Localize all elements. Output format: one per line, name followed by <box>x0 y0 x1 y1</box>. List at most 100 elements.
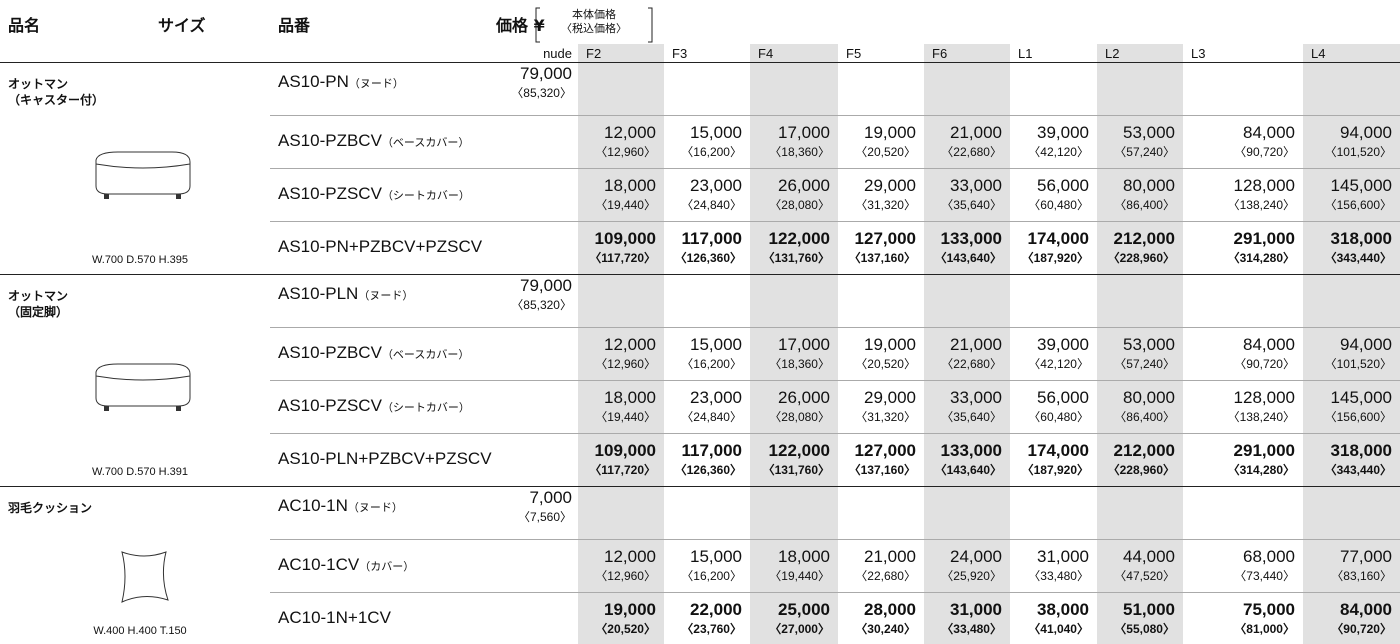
price: 22,000 <box>690 600 742 619</box>
price: 145,000 <box>1330 176 1392 195</box>
price: 84,000 <box>1243 123 1295 142</box>
price: 15,000 <box>690 547 742 566</box>
tax-price: 〈16,200〉 <box>681 569 742 583</box>
price: 79,000 <box>520 64 572 83</box>
code-text: AS10-PN+PZBCV+PZSCV <box>278 237 483 256</box>
price: 28,000 <box>864 600 916 619</box>
price: 18,000 <box>604 176 656 195</box>
tax-price: 〈41,040〉 <box>1028 622 1089 636</box>
price-note: 本体価格 〈税込価格〉 <box>540 8 648 36</box>
code-suffix: （ヌード） <box>347 502 403 514</box>
price: 109,000 <box>594 229 656 248</box>
grey-column <box>1303 44 1400 644</box>
price: 39,000 <box>1037 335 1089 354</box>
tax-price: 〈23,760〉 <box>681 622 742 636</box>
price: 15,000 <box>690 335 742 354</box>
price: 53,000 <box>1123 123 1175 142</box>
group-name-line: オットマン <box>8 77 69 91</box>
price: 291,000 <box>1233 441 1295 460</box>
product-code: AS10-PLN（ヌード） <box>278 284 413 304</box>
column-label: F4 <box>758 46 774 61</box>
tax-price: 〈20,520〉 <box>855 357 916 371</box>
tax-price: 〈35,640〉 <box>941 410 1002 424</box>
row-rule <box>270 327 1400 328</box>
price: 80,000 <box>1123 176 1175 195</box>
code-suffix: （ヌード） <box>348 78 404 90</box>
tax-price: 〈19,440〉 <box>595 410 656 424</box>
tax-price: 〈73,440〉 <box>1234 569 1295 583</box>
tax-price: 〈143,640〉 <box>934 463 1002 477</box>
group-name-line: オットマン <box>8 289 69 303</box>
tax-price: 〈16,200〉 <box>681 357 742 371</box>
tax-price: 〈12,960〉 <box>595 357 656 371</box>
tax-price: 〈60,480〉 <box>1028 410 1089 424</box>
price: 18,000 <box>604 388 656 407</box>
tax-price: 〈12,960〉 <box>595 569 656 583</box>
price: 23,000 <box>690 176 742 195</box>
code-suffix: （ヌード） <box>358 290 414 302</box>
price: 128,000 <box>1233 388 1295 407</box>
tax-price: 〈138,240〉 <box>1227 198 1295 212</box>
code-text: AS10-PZSCV <box>278 396 382 415</box>
price: 25,000 <box>778 600 830 619</box>
column-label: L4 <box>1311 46 1326 61</box>
row-rule <box>270 433 1400 434</box>
group-rule <box>0 274 1400 275</box>
price: 26,000 <box>778 388 830 407</box>
tax-price: 〈126,360〉 <box>674 251 742 265</box>
price: 19,000 <box>864 123 916 142</box>
price: 117,000 <box>681 229 742 248</box>
product-code: AS10-PLN+PZBCV+PZSCV <box>278 449 492 469</box>
tax-price: 〈7,560〉 <box>517 510 572 524</box>
tax-price: 〈27,000〉 <box>769 622 830 636</box>
code-suffix: （シートカバー） <box>381 402 470 414</box>
price: 15,000 <box>690 123 742 142</box>
column-label: F3 <box>672 46 688 61</box>
code-text: AS10-PN <box>278 72 349 91</box>
price: 109,000 <box>594 441 656 460</box>
tax-price: 〈33,480〉 <box>1028 569 1089 583</box>
tax-price: 〈90,720〉 <box>1234 145 1295 159</box>
tax-price: 〈30,240〉 <box>855 622 916 636</box>
tax-price: 〈138,240〉 <box>1227 410 1295 424</box>
tax-price: 〈131,760〉 <box>762 463 830 477</box>
price-note-line: 本体価格 <box>572 8 616 21</box>
price: 17,000 <box>778 123 830 142</box>
price: 133,000 <box>940 229 1002 248</box>
tax-price: 〈187,920〉 <box>1021 463 1089 477</box>
price: 291,000 <box>1233 229 1295 248</box>
price: 29,000 <box>864 176 916 195</box>
product-code: AC10-1N+1CV <box>278 608 391 628</box>
product-code: AC10-1CV（カバー） <box>278 555 414 575</box>
tax-price: 〈86,400〉 <box>1114 410 1175 424</box>
group-name-line: （キャスター付） <box>8 93 105 107</box>
price: 80,000 <box>1123 388 1175 407</box>
tax-price: 〈42,120〉 <box>1028 145 1089 159</box>
price: 17,000 <box>778 335 830 354</box>
grey-column <box>578 44 664 644</box>
price: 84,000 <box>1340 600 1392 619</box>
header-rule <box>0 62 1400 63</box>
price: 84,000 <box>1243 335 1295 354</box>
price: 29,000 <box>864 388 916 407</box>
group-name-line: （固定脚） <box>8 305 69 319</box>
product-code: AC10-1N（ヌード） <box>278 496 403 516</box>
tax-price: 〈156,600〉 <box>1324 198 1392 212</box>
tax-price: 〈24,840〉 <box>681 410 742 424</box>
column-label: F2 <box>586 46 602 61</box>
price: 51,000 <box>1123 600 1175 619</box>
price: 68,000 <box>1243 547 1295 566</box>
tax-price: 〈18,360〉 <box>769 145 830 159</box>
price: 12,000 <box>604 335 656 354</box>
group-rule <box>0 486 1400 487</box>
price: 122,000 <box>768 441 830 460</box>
tax-price: 〈24,840〉 <box>681 198 742 212</box>
tax-price: 〈314,280〉 <box>1227 251 1295 265</box>
price: 94,000 <box>1340 123 1392 142</box>
tax-price: 〈22,680〉 <box>855 569 916 583</box>
code-suffix: （ベースカバー） <box>381 349 470 361</box>
price: 117,000 <box>681 441 742 460</box>
tax-price: 〈85,320〉 <box>511 86 572 100</box>
tax-price: 〈19,440〉 <box>769 569 830 583</box>
price: 79,000 <box>520 276 572 295</box>
